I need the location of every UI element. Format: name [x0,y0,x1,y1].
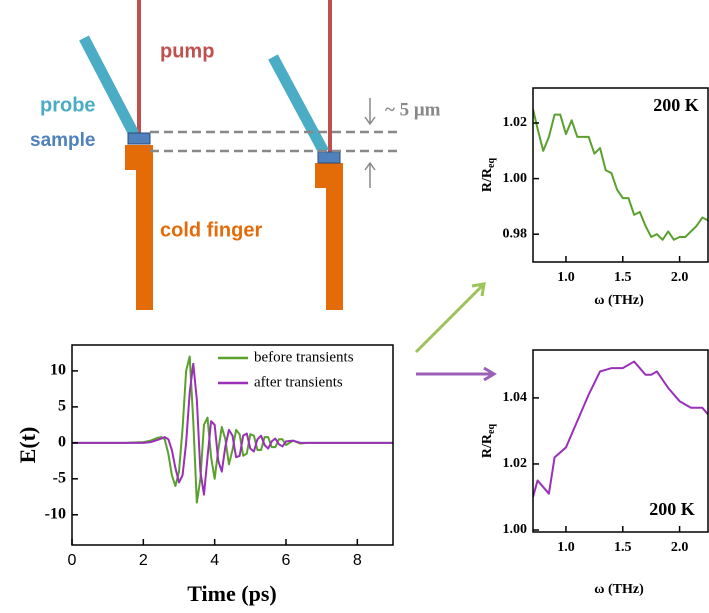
y-axis-label: R/Req [480,157,497,192]
x-tick-label: 1.5 [614,540,632,555]
x-tick-label: 1.5 [614,270,632,285]
y-axis-label-main: R/R [480,167,495,192]
cold-finger-label: cold finger [160,219,262,241]
x-axis-label: ω (THz) [594,582,644,597]
y-axis-label-main: R/R [480,433,495,458]
y-axis-label-sub: eq [486,423,497,433]
plot-frame [71,344,394,546]
plot-frame [532,87,709,263]
y-axis-label: E(t) [15,427,40,464]
annotation: 200 K [653,95,699,115]
x-tick-label: 1.0 [557,540,575,555]
gap-arrow [364,161,376,188]
y-tick-label: 1.02 [503,115,528,130]
schematic: pump probe sample cold finger ~ 5 μm [30,0,441,310]
sample [317,151,341,164]
pump-label: pump [160,40,214,62]
plot [533,360,708,498]
annotation: 200 K [649,499,695,519]
probe-label: probe [40,94,96,116]
y-tick-label: -5 [53,469,66,486]
y-tick-label: 5 [58,398,66,415]
data-line [72,362,393,496]
y-tick-label: 1.02 [503,456,528,471]
cold-finger [315,163,343,310]
x-tick-label: 2.0 [671,540,689,555]
x-tick-label: 2.0 [671,270,689,285]
gap-label: ~ 5 μm [385,99,441,120]
legend-label: before transients [254,349,354,365]
x-tick-label: 8 [353,552,362,569]
y-axis-label-sub: eq [486,157,497,167]
cold-finger [125,145,153,310]
x-tick-label: 0 [68,552,77,569]
legend-label: after transients [254,374,343,390]
sample-label: sample [30,130,95,151]
x-tick-label: 1.0 [557,270,575,285]
arrow [414,282,486,354]
x-tick-label: 2 [139,552,148,569]
y-tick-label: 10 [50,362,66,379]
plot-frame [532,349,709,533]
probe-beam [79,35,139,137]
x-tick-label: 4 [210,552,219,569]
gap-arrow [364,98,376,126]
x-axis-label: Time (ps) [187,581,276,606]
plot [533,108,708,241]
sample [127,132,151,145]
data-line [72,355,393,504]
y-tick-label: 0 [58,434,66,451]
y-tick-label: -10 [45,505,66,522]
plot [72,355,393,504]
data-line [533,360,708,498]
y-tick-label: 1.04 [503,390,528,405]
probe-beam [268,54,329,155]
y-axis-label-main: E(t) [15,427,40,464]
data-line [533,108,708,241]
arrow [416,366,497,382]
y-axis-label: R/Req [480,423,497,458]
x-axis-label: ω (THz) [594,293,644,308]
y-tick-label: 1.00 [503,522,528,537]
y-tick-label: 1.00 [503,171,528,186]
y-tick-label: 0.98 [503,226,528,241]
x-tick-label: 6 [282,552,291,569]
